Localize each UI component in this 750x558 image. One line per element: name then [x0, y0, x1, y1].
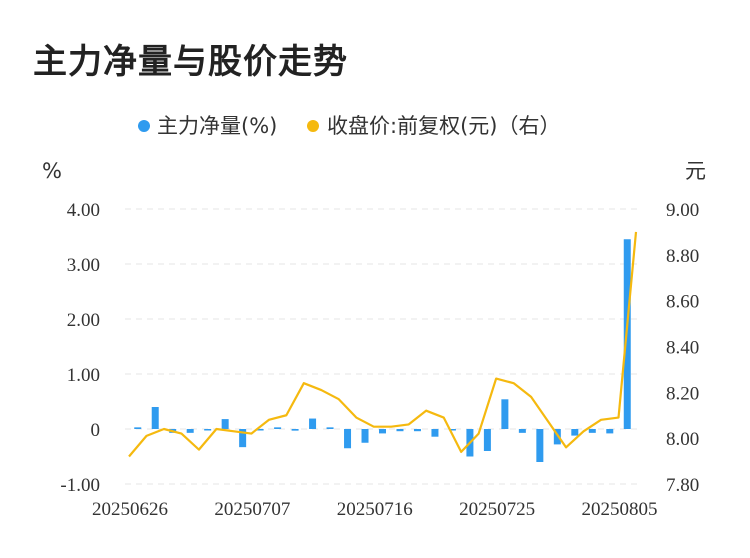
net-volume-bar — [431, 429, 439, 437]
x-tick-label: 20250805 — [582, 499, 658, 520]
left-tick-label: 0 — [91, 420, 101, 441]
left-tick-label: 4.00 — [67, 200, 100, 221]
legend-swatch-net-volume — [138, 120, 150, 132]
net-volume-bar — [291, 429, 299, 431]
left-axis-unit: % — [42, 159, 62, 183]
chart-title: 主力净量与股价走势 — [33, 42, 348, 82]
net-volume-bar — [256, 429, 264, 431]
net-volume-bar — [274, 427, 282, 429]
right-tick-label: 8.20 — [666, 383, 699, 404]
left-tick-label: -1.00 — [60, 475, 100, 496]
net-volume-bar — [379, 429, 386, 434]
right-tick-label: 8.00 — [666, 429, 699, 450]
net-volume-bar — [518, 429, 526, 433]
right-tick-label: 8.40 — [666, 338, 699, 359]
net-volume-bar — [606, 429, 614, 434]
legend-swatch-close-price — [307, 120, 319, 132]
net-volume-bar — [326, 427, 334, 429]
left-tick-label: 2.00 — [67, 310, 100, 331]
right-tick-label: 8.60 — [666, 292, 699, 313]
close-price-line — [128, 231, 638, 458]
net-volume-bar — [571, 429, 579, 436]
x-axis-ticks: 20250626 20250707 20250716 20250725 20250805 — [92, 499, 658, 520]
left-tick-label: 3.00 — [67, 255, 100, 276]
legend-label-close-price: 收盘价:前复权(元)（右） — [327, 114, 560, 138]
net-volume-bar — [134, 427, 142, 429]
x-tick-label: 20250716 — [337, 499, 413, 520]
legend-label-net-volume: 主力净量(%) — [157, 114, 277, 138]
net-volume-bar — [536, 429, 544, 462]
net-volume-bar — [344, 429, 352, 449]
x-tick-label: 20250707 — [214, 499, 290, 520]
net-volume-bar — [151, 407, 159, 429]
net-volume-bar — [413, 429, 421, 432]
right-tick-label: 8.80 — [666, 246, 699, 267]
net-volume-bar — [309, 418, 317, 429]
close-price-line-group — [128, 231, 638, 458]
net-volume-bar — [396, 429, 404, 432]
right-tick-label: 7.80 — [666, 475, 699, 496]
net-volume-bar — [588, 429, 596, 433]
net-volume-bar — [204, 429, 212, 431]
x-tick-label: 20250725 — [459, 499, 535, 520]
left-axis-ticks: 4.00 3.00 2.00 1.00 0 -1.00 — [60, 200, 100, 496]
right-tick-label: 9.00 — [666, 200, 699, 221]
net-volume-bar — [501, 399, 509, 429]
right-axis-unit: 元 — [685, 159, 706, 183]
legend: 主力净量(%) 收盘价:前复权(元)（右） — [138, 114, 560, 138]
net-volume-bar — [483, 429, 491, 451]
net-volume-bar — [186, 429, 194, 433]
net-volume-bar — [448, 429, 456, 431]
net-volume-bar — [361, 429, 369, 443]
net-volume-bar — [221, 419, 229, 429]
net-volume-bar — [553, 429, 561, 445]
net-volume-bar — [239, 429, 247, 448]
left-tick-label: 1.00 — [67, 365, 100, 386]
right-axis-ticks: 9.00 8.80 8.60 8.40 8.20 8.00 7.80 — [666, 200, 699, 496]
x-tick-label: 20250626 — [92, 499, 168, 520]
